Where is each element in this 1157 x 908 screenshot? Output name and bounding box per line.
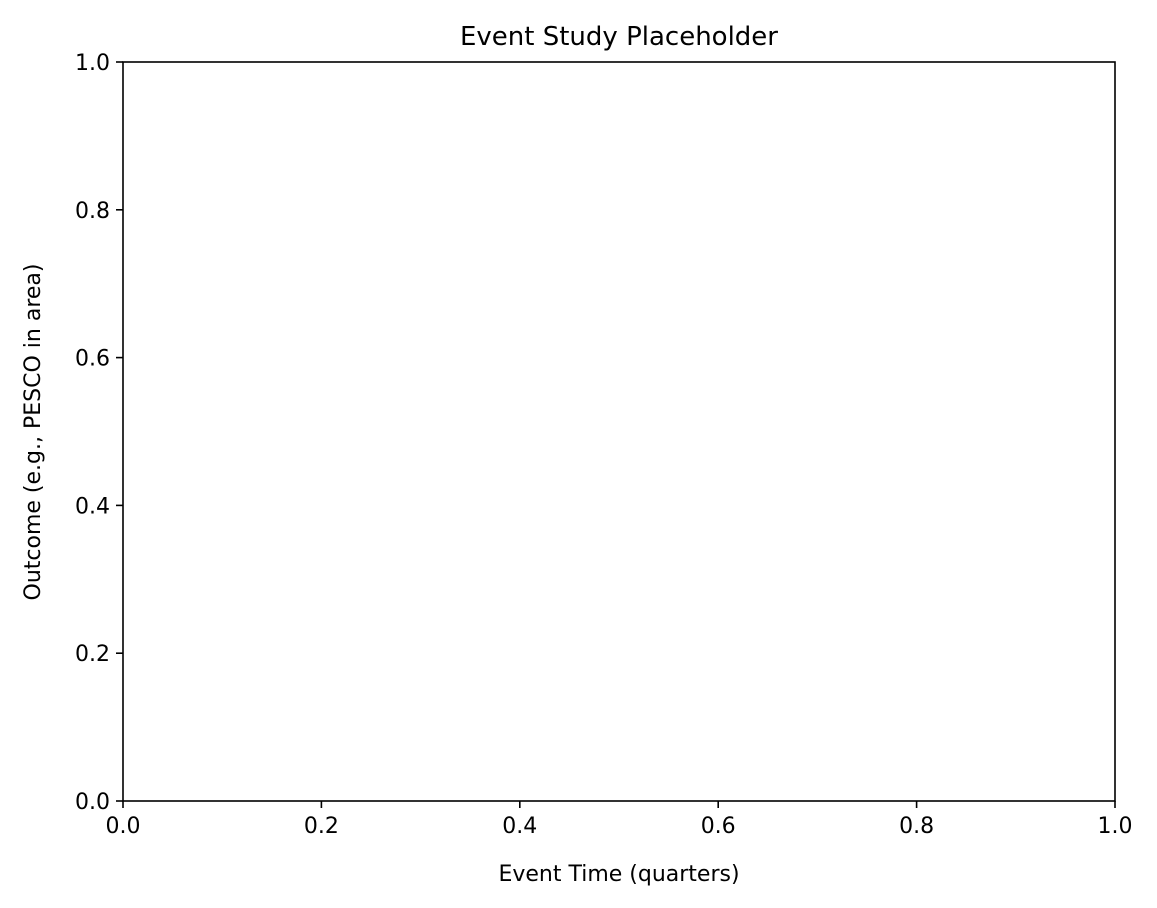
x-axis-ticks: 0.0 0.2 0.4 0.6 0.8 1.0 xyxy=(106,801,1133,839)
x-axis-label: Event Time (quarters) xyxy=(498,862,739,887)
y-tick-label: 1.0 xyxy=(75,51,110,76)
y-tick-label: 0.0 xyxy=(75,790,110,815)
plot-area xyxy=(123,62,1115,801)
plot-frame xyxy=(122,61,1116,802)
x-tick-label: 0.2 xyxy=(304,814,339,839)
x-tick-label: 0.8 xyxy=(899,814,934,839)
x-tick-label: 0.4 xyxy=(502,814,537,839)
y-tick-label: 0.8 xyxy=(75,199,110,224)
x-tick-label: 1.0 xyxy=(1098,814,1133,839)
chart-title: Event Study Placeholder xyxy=(460,22,778,52)
y-tick-label: 0.2 xyxy=(75,642,110,667)
y-tick-label: 0.4 xyxy=(75,494,110,519)
x-tick-label: 0.0 xyxy=(106,814,141,839)
y-tick-label: 0.6 xyxy=(75,347,110,372)
y-axis-ticks: 0.0 0.2 0.4 0.6 0.8 1.0 xyxy=(75,51,123,815)
x-tick-label: 0.6 xyxy=(701,814,736,839)
y-axis-label: Outcome (e.g., PESCO in area) xyxy=(21,264,46,601)
